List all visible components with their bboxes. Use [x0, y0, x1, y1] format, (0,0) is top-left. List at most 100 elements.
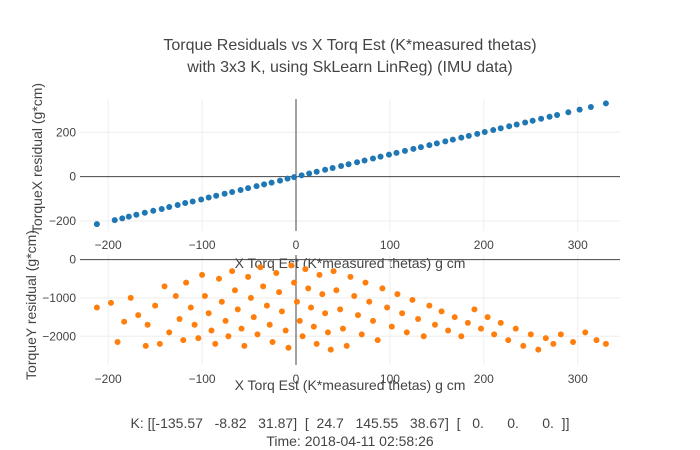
data-point [114, 339, 121, 346]
data-point [269, 339, 276, 346]
data-point [205, 310, 212, 317]
x-tick-label: 100 [380, 238, 400, 252]
data-point [327, 346, 334, 353]
timestamp-text: Time: 2018-04-11 02:58:26 [266, 433, 434, 449]
data-point [322, 310, 329, 317]
x-tick-label: 0 [293, 372, 300, 386]
data-point [538, 115, 545, 122]
data-point [195, 335, 202, 342]
data-point [505, 337, 512, 344]
data-point [417, 144, 424, 151]
data-point [370, 317, 377, 324]
data-point [484, 314, 491, 321]
data-point [276, 289, 283, 296]
data-point [260, 283, 267, 290]
subplot-torquey-y-axis-title: TorqueY residual (g*cm) [23, 230, 39, 380]
data-point [329, 164, 336, 171]
data-point [158, 206, 165, 213]
data-point [379, 285, 386, 292]
data-point [370, 155, 377, 162]
data-point [313, 168, 320, 175]
data-point [587, 103, 594, 110]
data-point [298, 172, 305, 179]
data-point [278, 308, 285, 315]
data-point [141, 209, 148, 216]
data-point [602, 340, 609, 347]
data-point [208, 327, 215, 334]
data-point [366, 298, 373, 305]
data-point [576, 106, 583, 113]
data-point [506, 123, 513, 130]
data-point [198, 196, 205, 203]
data-point [522, 119, 529, 126]
data-point [225, 333, 232, 340]
data-point [152, 302, 159, 309]
data-point [291, 174, 298, 181]
data-point [546, 113, 553, 120]
data-point [299, 333, 306, 340]
data-point [401, 147, 408, 154]
data-point [234, 306, 241, 313]
data-point [176, 316, 183, 323]
data-point [415, 316, 422, 323]
data-point [535, 346, 542, 353]
data-point [426, 142, 433, 149]
data-point [254, 331, 261, 338]
data-point [288, 262, 295, 269]
data-point [582, 329, 589, 336]
x-tick-label: 200 [474, 238, 494, 252]
data-point [261, 181, 268, 188]
data-point [542, 335, 549, 342]
data-point [347, 273, 354, 280]
data-point [313, 340, 320, 347]
data-point [491, 331, 498, 338]
data-point [384, 304, 391, 311]
data-point [180, 337, 187, 344]
data-point [310, 323, 317, 330]
data-point [241, 342, 248, 349]
data-point [403, 329, 410, 336]
data-point [358, 331, 365, 338]
data-point [512, 325, 519, 332]
data-point [156, 340, 163, 347]
data-point [399, 310, 406, 317]
data-point [449, 136, 456, 143]
data-point [182, 200, 189, 207]
subplot-torquex: −200 −100 0 100 200 300 −200 0 200 X Torq Est (… [29, 83, 620, 271]
data-point [385, 151, 392, 158]
data-point [308, 304, 315, 311]
data-point [213, 192, 220, 199]
subplot-torquex-x-ticks: −200 −100 0 100 200 300 [95, 238, 588, 252]
data-point [554, 111, 561, 118]
data-point [570, 339, 577, 346]
data-point [305, 285, 312, 292]
data-point [229, 188, 236, 195]
x-tick-label: −200 [95, 372, 122, 386]
data-point [218, 298, 225, 305]
data-point [161, 283, 168, 290]
data-point [338, 162, 345, 169]
data-point [127, 294, 134, 301]
x-tick-label: 200 [474, 372, 494, 386]
data-point [296, 317, 303, 324]
data-point [458, 134, 465, 141]
data-point [166, 329, 173, 336]
data-point [135, 312, 142, 319]
data-point [253, 183, 260, 190]
data-point [345, 161, 352, 168]
data-point [351, 293, 358, 300]
x-tick-label: 300 [568, 372, 588, 386]
data-point [478, 325, 485, 332]
data-point [337, 306, 344, 313]
data-point [565, 109, 572, 116]
subplot-torquex-grid [80, 99, 620, 231]
data-point [377, 153, 384, 160]
data-point [187, 304, 194, 311]
data-point [183, 279, 190, 286]
data-point [268, 179, 275, 186]
data-point [245, 273, 252, 280]
data-point [306, 170, 313, 177]
data-point [133, 211, 140, 218]
